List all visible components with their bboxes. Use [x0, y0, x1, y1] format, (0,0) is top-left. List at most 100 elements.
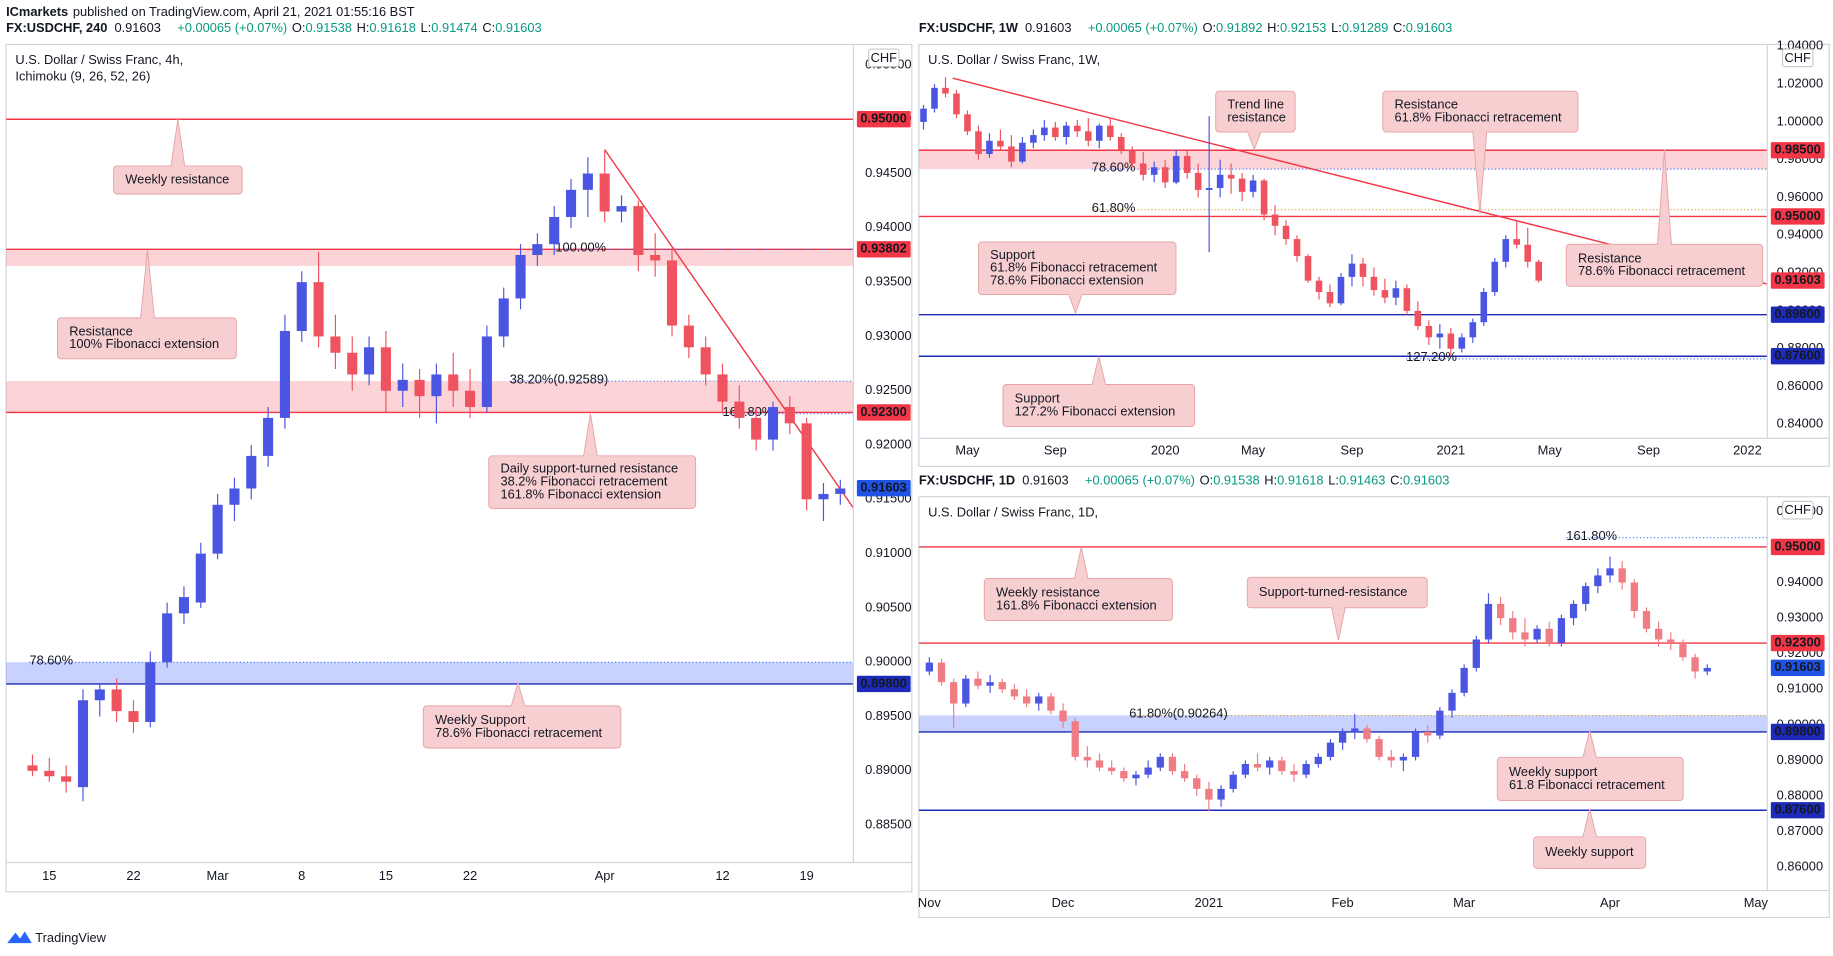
readout-label: H:	[357, 21, 370, 36]
x-tick-label: Apr	[595, 868, 616, 883]
x-tick-label: 2022	[1733, 443, 1762, 458]
candle-body	[565, 189, 577, 217]
callout-seam	[171, 165, 185, 169]
candle-body	[515, 254, 526, 299]
y-tick-label: 0.90500	[865, 599, 911, 614]
candle-body	[448, 374, 459, 391]
callout-seam	[1473, 129, 1487, 133]
callout-seam	[1658, 243, 1671, 248]
price-tag-label: 0.89800	[1774, 723, 1820, 738]
callout-text: 38.2% Fibonacci retracement	[500, 473, 667, 488]
candle-body	[61, 776, 72, 782]
candle-body	[246, 455, 257, 489]
candle-body	[1271, 214, 1279, 226]
callout-text: Weekly resistance	[125, 171, 229, 186]
candle-body	[549, 216, 560, 245]
candle-body	[1108, 767, 1116, 772]
currency-label: CHF	[871, 50, 898, 65]
y-tick-label: 0.92000	[865, 436, 911, 451]
y-tick-label: 0.84000	[1777, 416, 1823, 431]
candle-body	[1249, 180, 1257, 192]
candle-body	[717, 374, 728, 402]
last-price: 0.91603	[1025, 21, 1071, 36]
zone	[6, 662, 854, 684]
price-tag-label: 0.95000	[1774, 208, 1820, 223]
candle-body	[1290, 771, 1298, 775]
readout-value: 0.91538	[305, 21, 351, 36]
candle-body	[195, 553, 206, 603]
x-tick-label: 19	[799, 868, 813, 883]
zone	[918, 150, 1768, 170]
candle-body	[1509, 618, 1517, 633]
candle-body	[1083, 756, 1092, 761]
candle-body	[953, 93, 960, 115]
candle-body	[1063, 125, 1070, 138]
x-tick-label: 2020	[1151, 443, 1180, 458]
y-tick-label: 0.93000	[1777, 610, 1823, 625]
price-change: +0.00065 (+0.07%)	[177, 21, 287, 36]
price-tag-label: 0.95000	[860, 111, 906, 126]
x-tick-label: Sep	[1044, 443, 1067, 458]
candle-body	[498, 298, 509, 337]
y-tick-label: 0.88500	[865, 817, 911, 832]
candle-body	[1059, 710, 1067, 722]
candle-body	[1304, 256, 1312, 281]
price-tag	[856, 241, 911, 258]
fib-label: 78.60%	[1092, 159, 1136, 174]
callout-text: 100% Fibonacci extension	[69, 336, 219, 351]
candle-body	[77, 700, 89, 788]
candle-body	[650, 254, 661, 261]
fib-label: 61.80%(0.90264)	[1129, 706, 1228, 721]
brand-name[interactable]: TradingView	[35, 930, 106, 945]
price-tag-label: 0.91603	[860, 480, 906, 495]
readout-label: L:	[1331, 21, 1342, 36]
candle-body	[1194, 172, 1202, 190]
candle-body	[1180, 771, 1189, 779]
candle-body	[481, 336, 492, 408]
y-tick-label: 0.86000	[1777, 859, 1823, 874]
y-tick-label: 1.02000	[1777, 75, 1823, 90]
x-tick-label: Feb	[1332, 895, 1354, 910]
candle-body	[1403, 288, 1411, 311]
candle-body	[1480, 291, 1488, 323]
candle-body	[784, 407, 795, 424]
candle-body	[1338, 731, 1347, 743]
x-tick-label: Sep	[1341, 443, 1364, 458]
callout-seam	[1069, 291, 1082, 296]
candle-body	[1387, 756, 1395, 761]
y-tick-label: 0.92500	[865, 382, 911, 397]
brand-logo: TradingView	[7, 930, 107, 945]
callout-seam	[1583, 756, 1597, 761]
price-tag	[1770, 272, 1825, 289]
callout-seam	[511, 705, 525, 709]
symbol-readout: FX:USDCHF, 1W 0.91603 +0.00065 (+0.07%) O:0…	[919, 21, 1452, 36]
callout-text: Resistance	[1395, 97, 1459, 112]
candle-body	[1381, 290, 1389, 298]
candle-body	[1375, 739, 1383, 757]
candle-body	[950, 682, 958, 704]
price-tag-label: 0.91603	[1774, 659, 1820, 674]
price-tag-label: 0.98500	[1774, 142, 1820, 157]
price-tag-label: 0.91603	[1774, 272, 1820, 287]
callout-seam	[141, 317, 154, 321]
candle-body	[1524, 244, 1532, 262]
candle-body	[532, 244, 543, 255]
x-tick-label: Mar	[207, 868, 230, 883]
candle-body	[751, 417, 762, 440]
readout-value: 0.91603	[495, 21, 541, 36]
annotation: Weekly resistance	[113, 119, 243, 195]
candle-body	[835, 488, 846, 494]
candle-body	[397, 379, 408, 391]
y-tick-label: 0.91000	[865, 545, 911, 560]
candle-body	[1533, 628, 1541, 640]
candle-body	[1458, 337, 1466, 349]
candle-body	[700, 347, 711, 375]
candle-body	[1095, 125, 1103, 141]
currency-badge	[1781, 500, 1814, 520]
candle-body	[212, 504, 223, 554]
readout-label: O:	[1202, 21, 1216, 36]
candle-body	[1337, 276, 1345, 304]
trend-line	[604, 149, 854, 509]
